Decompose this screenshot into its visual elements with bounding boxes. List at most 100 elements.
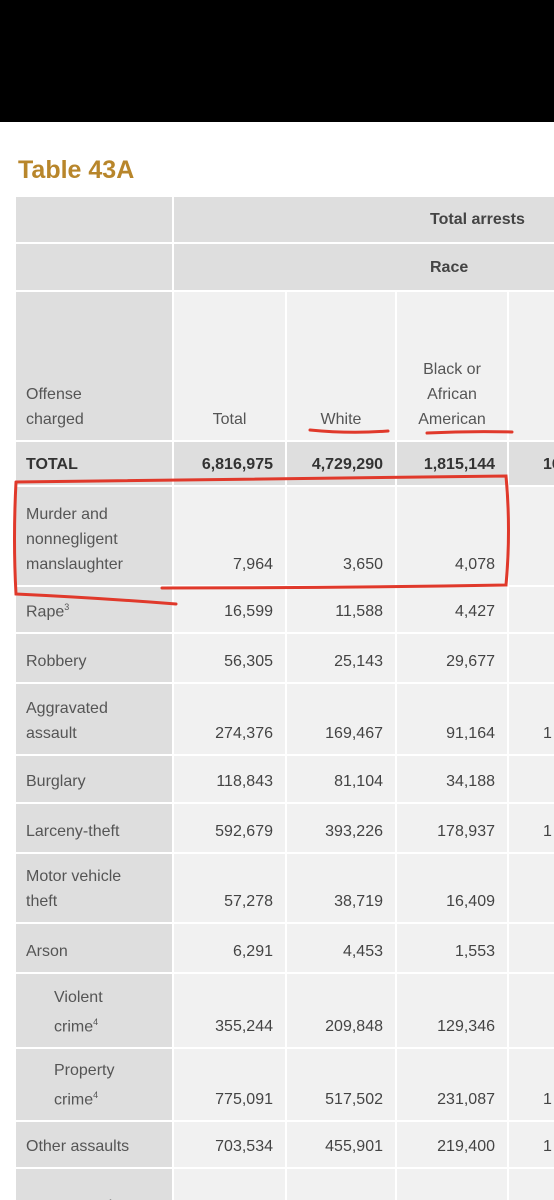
cell: 91,164	[395, 682, 509, 756]
cell: 592,679	[172, 802, 287, 854]
cell: 209,848	[285, 972, 397, 1049]
header-line: Total	[212, 411, 247, 428]
data-row: Violent crime4 355,244 209,848 129,346	[14, 972, 554, 1049]
row-label: Rape3	[14, 585, 174, 634]
label-line: Burglary	[26, 773, 86, 790]
label-line: manslaughter	[26, 556, 123, 573]
cell	[395, 1167, 509, 1200]
column-header: White	[285, 290, 397, 442]
header-line: charged	[26, 411, 84, 428]
cell: 16,409	[395, 852, 509, 924]
label-line: Other assaults	[26, 1138, 130, 1155]
label-line: nonnegligent	[26, 531, 118, 548]
footnote-mark: 3	[64, 601, 70, 612]
label-line: Property	[54, 1061, 115, 1079]
cell: 129,346	[395, 972, 509, 1049]
cell	[506, 972, 554, 1049]
row-label: Burglary	[14, 754, 174, 804]
cell: 231,087	[395, 1047, 509, 1122]
cell: 1	[506, 1120, 554, 1169]
cell: 7,964	[172, 485, 287, 587]
header-line: African	[427, 386, 477, 403]
data-row: Murder and nonnegligent manslaughter 7,964 3…	[14, 485, 554, 587]
cell	[285, 1167, 397, 1200]
cell: 38,719	[285, 852, 397, 924]
group-header-row: Total arrests	[14, 195, 554, 244]
row-label: Murder and nonnegligent manslaughter	[14, 485, 174, 587]
data-row: Rape3 16,599 11,588 4,427	[14, 585, 554, 634]
row-label: TOTAL	[14, 440, 174, 487]
label-line: Arson	[26, 943, 68, 960]
cell	[506, 485, 554, 587]
cell	[506, 585, 554, 634]
column-header: Offense charged	[14, 290, 174, 442]
data-row: Property crime4 775,091 517,502 231,087 1	[14, 1047, 554, 1122]
cell	[506, 632, 554, 684]
cell: 4,729,290	[285, 440, 397, 487]
cell: 6,816,975	[172, 440, 287, 487]
label-line: TOTAL	[26, 456, 78, 473]
label-line: Murder and	[26, 506, 108, 523]
cell: 4,427	[395, 585, 509, 634]
cell: 1,815,144	[395, 440, 509, 487]
cell: 3,650	[285, 485, 397, 587]
cell	[506, 852, 554, 924]
row-label: Motor vehicle theft	[14, 852, 174, 924]
cell: 219,400	[395, 1120, 509, 1169]
label-line: Rape3	[26, 595, 160, 624]
cell	[506, 754, 554, 804]
header-line: Ame	[513, 332, 554, 357]
column-header: Black or African American	[395, 290, 509, 442]
table-title: Table 43A	[18, 156, 135, 184]
cell	[506, 922, 554, 974]
data-row: Burglary 118,843 81,104 34,188	[14, 754, 554, 804]
cell: 355,244	[172, 972, 287, 1049]
row-label: Forgery and	[14, 1167, 174, 1200]
cell: 56,305	[172, 632, 287, 684]
cell: 6,291	[172, 922, 287, 974]
label-line: crime4	[54, 1010, 160, 1039]
table-wrap: Total arrests Race Offense charged Total Whit…	[14, 195, 554, 1200]
header-line: White	[320, 411, 362, 428]
cell: 274,376	[172, 682, 287, 756]
cell	[506, 1167, 554, 1200]
label-line: Violent	[54, 988, 103, 1006]
arrests-table: Total arrests Race Offense charged Total Whit…	[14, 195, 554, 1200]
cell: 11,588	[285, 585, 397, 634]
label-line: theft	[26, 893, 58, 910]
cell: 29,677	[395, 632, 509, 684]
header-line: Offense	[26, 386, 82, 403]
blank-cell	[14, 242, 174, 292]
footnote-mark: 4	[93, 1089, 99, 1100]
row-label: Violent crime4	[14, 972, 174, 1049]
cell: 1	[506, 802, 554, 854]
cell: 1	[506, 682, 554, 756]
top-bar	[0, 0, 554, 122]
label-line: Robbery	[26, 653, 87, 670]
label-text: crime	[54, 1018, 94, 1035]
cell: 164	[506, 440, 554, 487]
data-row: Other assaults 703,534 455,901 219,400 1	[14, 1120, 554, 1169]
cell: 1,553	[395, 922, 509, 974]
data-row: Aggravated assault 274,376 169,467 91,164 1	[14, 682, 554, 756]
blank-cell	[14, 195, 174, 244]
group-header: Total arrests	[171, 195, 554, 244]
label-text: Rape	[26, 603, 65, 620]
row-label: Property crime4	[14, 1047, 174, 1122]
data-row: Larceny-theft 592,679 393,226 178,937 1	[14, 802, 554, 854]
label-line: assault	[26, 725, 77, 742]
cell: 775,091	[172, 1047, 287, 1122]
data-row: Robbery 56,305 25,143 29,677	[14, 632, 554, 684]
cell: 1	[506, 1047, 554, 1122]
row-label: Aggravated assault	[14, 682, 174, 756]
data-row: Forgery and	[14, 1167, 554, 1200]
cell	[172, 1167, 287, 1200]
cell: 517,502	[285, 1047, 397, 1122]
label-line: Motor vehicle	[26, 868, 122, 885]
subgroup-header-row: Race	[14, 242, 554, 292]
column-header: AmeIndiAlaNa	[506, 290, 554, 442]
row-label: Arson	[14, 922, 174, 974]
column-header: Total	[172, 290, 287, 442]
label-line: Larceny-theft	[26, 823, 120, 840]
